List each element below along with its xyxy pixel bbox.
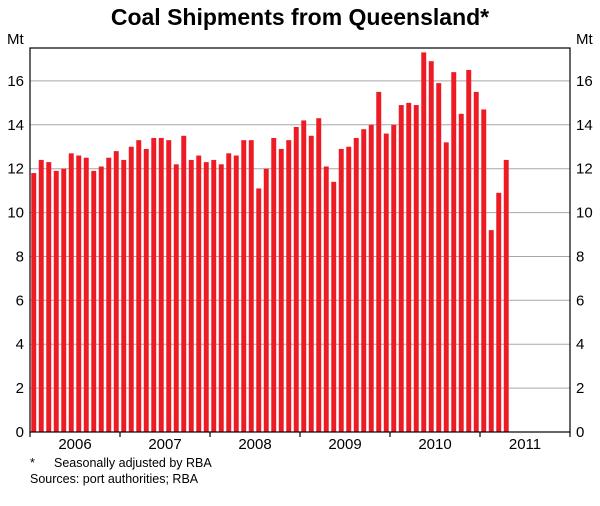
bar-2009-04	[323, 166, 329, 433]
bar-2006-05	[61, 168, 67, 432]
bar-2007-05	[151, 137, 157, 432]
bar-2008-03	[226, 153, 232, 432]
bar-2008-04	[233, 155, 239, 432]
bar-2009-02	[308, 135, 314, 432]
bar-2006-12	[113, 151, 119, 432]
bar-2009-07	[346, 146, 352, 432]
bar-2010-07	[436, 83, 442, 433]
bar-2010-04	[413, 105, 419, 433]
bar-2008-07	[256, 188, 262, 432]
bar-2009-09	[361, 129, 367, 432]
y-axis-unit-left: Mt	[7, 31, 24, 48]
bar-2008-06	[248, 140, 254, 432]
y-tick-label-right: 14	[576, 117, 593, 134]
bar-2009-05	[331, 181, 337, 432]
footnote-line: * Seasonally adjusted by RBA	[30, 455, 600, 471]
bar-2008-09	[271, 137, 277, 432]
bar-2006-09	[91, 170, 97, 432]
bar-2007-08	[173, 164, 179, 433]
bar-2011-03	[496, 192, 502, 432]
bar-2009-08	[353, 137, 359, 432]
y-tick-label-left: 0	[16, 424, 24, 441]
bar-2006-02	[38, 159, 44, 432]
footnote-text: Seasonally adjusted by RBA	[54, 456, 212, 470]
y-tick-label-left: 6	[16, 292, 24, 309]
bar-2007-09	[181, 135, 187, 432]
bar-2010-08	[443, 142, 449, 432]
y-tick-label-left: 12	[7, 161, 24, 178]
bar-2007-11	[196, 155, 202, 432]
bar-2006-04	[53, 170, 59, 432]
y-tick-label-left: 8	[16, 249, 24, 266]
bar-2009-01	[301, 120, 307, 432]
bar-2006-07	[76, 155, 82, 432]
y-tick-label-right: 6	[576, 292, 584, 309]
y-tick-label-right: 10	[576, 205, 593, 222]
bar-2011-01	[481, 109, 487, 432]
footnote-marker: *	[30, 456, 35, 470]
bar-2010-09	[451, 72, 457, 432]
bar-chart: 0 0 2 2 4 4 6 6 8 8 10 10 12 12 14 14 16 16 Mt Mt 2006 2007 20…	[7, 31, 593, 453]
bar-2009-11	[376, 91, 382, 432]
bar-2008-11	[286, 140, 292, 432]
bar-2010-10	[458, 113, 464, 432]
bar-2007-03	[136, 140, 142, 432]
bar-2007-12	[203, 162, 209, 432]
y-tick-label-left: 2	[16, 380, 24, 397]
x-tick-label: 2007	[148, 436, 181, 453]
bar-2007-02	[128, 146, 134, 432]
y-tick-label-right: 2	[576, 380, 584, 397]
bar-2008-10	[278, 148, 284, 432]
y-tick-label-left: 4	[16, 336, 24, 353]
chart-figure: Coal Shipments from Queensland* 0 0 2 2 4 4 6 6…	[0, 4, 600, 487]
y-tick-label-right: 12	[576, 161, 593, 178]
bar-2009-12	[383, 133, 389, 432]
bar-2006-11	[106, 157, 112, 432]
bar-2007-10	[188, 159, 194, 432]
x-tick-label: 2008	[238, 436, 271, 453]
bar-2009-06	[338, 148, 344, 432]
y-tick-label-left: 14	[7, 117, 24, 134]
bar-2006-10	[98, 166, 104, 433]
chart-title: Coal Shipments from Queensland*	[110, 4, 490, 30]
y-tick-label-right: 8	[576, 249, 584, 266]
bar-2008-01	[211, 159, 217, 432]
x-tick-label: 2010	[418, 436, 451, 453]
bar-2009-10	[368, 124, 374, 433]
x-tick-label: 2006	[58, 436, 91, 453]
bar-2008-12	[293, 126, 299, 433]
bar-2010-06	[428, 61, 434, 433]
x-tick-label: 2011	[509, 436, 541, 453]
bar-2011-02	[488, 230, 494, 432]
sources-text: Sources: port authorities; RBA	[30, 472, 199, 486]
y-tick-label-right: 4	[576, 336, 584, 353]
y-axis-unit-right: Mt	[576, 31, 593, 48]
bar-2010-03	[406, 102, 412, 433]
bar-2007-01	[121, 159, 127, 432]
bar-2010-01	[391, 124, 397, 433]
bar-2010-02	[398, 105, 404, 433]
bar-2007-06	[158, 137, 164, 432]
y-tick-label-right: 0	[576, 424, 584, 441]
bar-2009-03	[316, 118, 322, 432]
footnotes: * Seasonally adjusted by RBA Sources: por…	[30, 455, 600, 487]
bar-2008-05	[241, 140, 247, 432]
y-tick-label-left: 10	[7, 205, 24, 222]
bar-2006-08	[83, 157, 89, 432]
bar-2008-02	[218, 164, 224, 433]
y-tick-label-left: 16	[7, 73, 24, 90]
bar-2010-12	[473, 91, 479, 432]
bar-2008-08	[263, 168, 269, 432]
bar-2011-04	[503, 159, 509, 432]
x-tick-label: 2009	[328, 436, 361, 453]
y-tick-label-right: 16	[576, 73, 593, 90]
bar-2006-01	[31, 173, 37, 432]
bar-2007-04	[143, 148, 149, 432]
bar-2010-05	[421, 52, 427, 432]
bar-2010-11	[466, 69, 472, 432]
bar-2006-03	[46, 162, 52, 432]
bar-2007-07	[166, 140, 172, 432]
bar-2006-06	[68, 153, 74, 432]
